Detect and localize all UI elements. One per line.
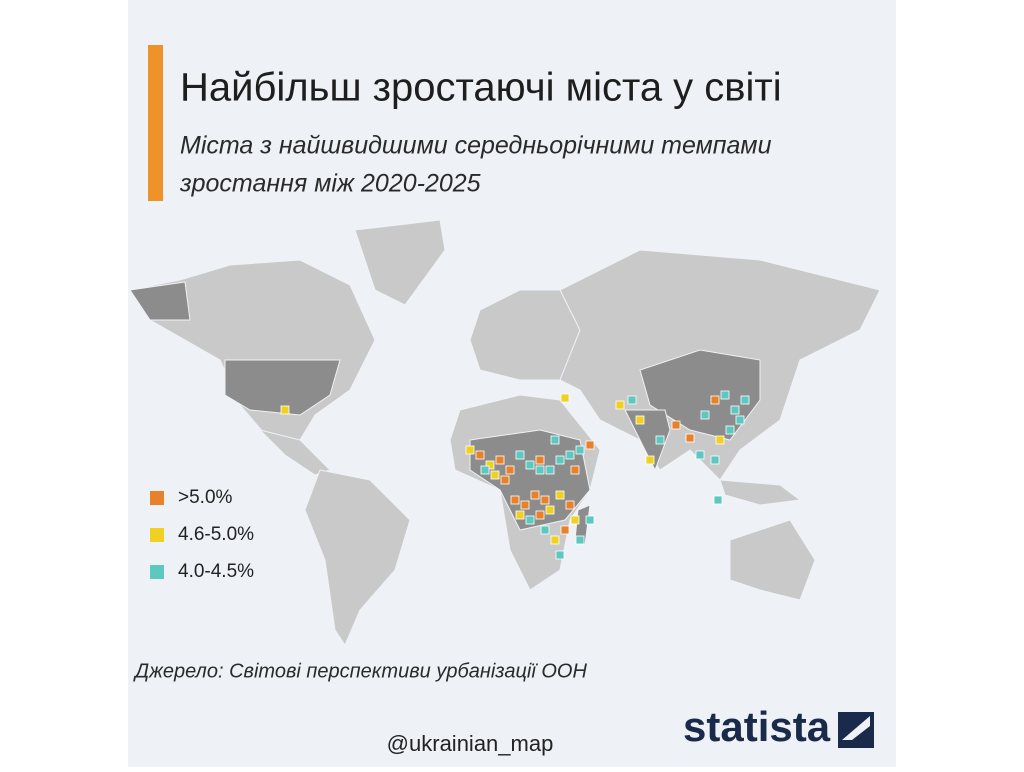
- land: [354, 219, 446, 306]
- legend: >5.0% 4.6-5.0% 4.0-4.5%: [150, 487, 254, 582]
- city-marker: [685, 433, 695, 443]
- highlight-country: [224, 359, 341, 416]
- city-marker: [730, 405, 740, 415]
- city-marker: [570, 515, 580, 525]
- city-marker: [525, 460, 535, 470]
- city-marker: [585, 440, 595, 450]
- city-marker: [485, 460, 495, 470]
- city-marker: [525, 515, 535, 525]
- city-markers: [280, 390, 750, 560]
- city-marker: [545, 505, 555, 515]
- legend-label: 4.6-5.0%: [178, 524, 254, 545]
- highlight-country: [469, 429, 591, 531]
- land: [304, 469, 411, 647]
- watermark: @ukrainian_map: [387, 731, 554, 756]
- highlight-country: [129, 281, 191, 321]
- legend-label: >5.0%: [178, 487, 233, 508]
- city-marker: [495, 455, 505, 465]
- highlight-country: [624, 409, 671, 472]
- city-marker: [465, 445, 475, 455]
- highlight-country: [574, 504, 591, 546]
- city-marker: [540, 495, 550, 505]
- city-marker: [280, 405, 290, 415]
- title: Найбільш зростаючі міста у світі: [180, 66, 782, 110]
- city-marker: [710, 395, 720, 405]
- city-marker: [515, 450, 525, 460]
- city-marker: [635, 415, 645, 425]
- city-marker: [645, 455, 655, 465]
- city-marker: [535, 465, 545, 475]
- city-marker: [515, 510, 525, 520]
- city-marker: [540, 525, 550, 535]
- subtitle: Міста з найшвидшими середньорічними темп…: [180, 132, 772, 160]
- legend-swatch: [150, 491, 164, 505]
- source: Джерело: Світові перспективи урбанізації…: [133, 660, 587, 682]
- legend-swatch: [150, 565, 164, 579]
- land: [719, 479, 802, 506]
- land: [729, 519, 816, 601]
- city-marker: [505, 465, 515, 475]
- city-marker: [615, 400, 625, 410]
- city-marker: [550, 535, 560, 545]
- legend-swatch: [150, 528, 164, 542]
- city-marker: [570, 465, 580, 475]
- city-marker: [740, 395, 750, 405]
- city-marker: [490, 470, 500, 480]
- city-marker: [720, 390, 730, 400]
- city-marker: [475, 450, 485, 460]
- city-marker: [555, 455, 565, 465]
- city-marker: [725, 425, 735, 435]
- legend-label: 4.0-4.5%: [178, 561, 254, 582]
- subtitle: зростання між 2020-2025: [179, 170, 481, 198]
- logo-text: statista: [683, 703, 831, 750]
- city-marker: [535, 455, 545, 465]
- city-marker: [715, 435, 725, 445]
- city-marker: [565, 500, 575, 510]
- city-marker: [550, 435, 560, 445]
- city-marker: [510, 495, 520, 505]
- city-marker: [575, 445, 585, 455]
- city-marker: [713, 495, 723, 505]
- accent-bar: [148, 45, 163, 201]
- city-marker: [520, 500, 530, 510]
- city-marker: [700, 410, 710, 420]
- highlight-country: [639, 349, 761, 441]
- city-marker: [735, 415, 745, 425]
- city-marker: [560, 525, 570, 535]
- city-marker: [695, 450, 705, 460]
- logo-icon-stripe: [842, 716, 870, 740]
- city-marker: [560, 393, 570, 403]
- city-marker: [575, 535, 585, 545]
- city-marker: [585, 515, 595, 525]
- city-marker: [555, 490, 565, 500]
- city-marker: [500, 475, 510, 485]
- city-marker: [671, 420, 681, 430]
- world-map: [129, 219, 881, 647]
- city-marker: [545, 465, 555, 475]
- city-marker: [480, 465, 490, 475]
- city-marker: [655, 435, 665, 445]
- city-marker: [627, 395, 637, 405]
- city-marker: [555, 550, 565, 560]
- city-marker: [710, 455, 720, 465]
- city-marker: [530, 490, 540, 500]
- city-marker: [535, 510, 545, 520]
- city-marker: [565, 450, 575, 460]
